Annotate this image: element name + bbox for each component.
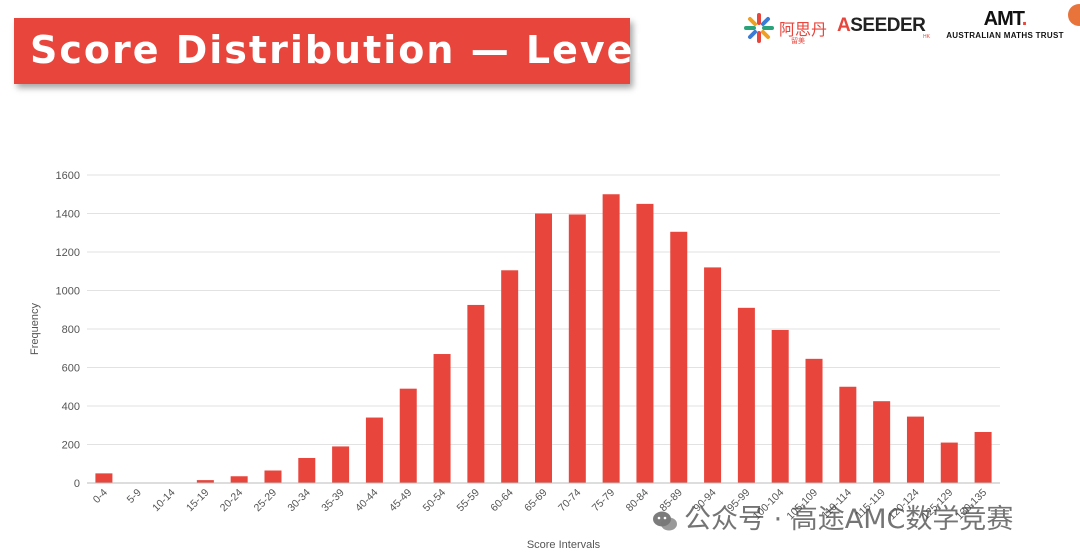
amt-full-name: AUSTRALIAN MATHS TRUST bbox=[946, 31, 1064, 40]
y-tick-label: 1000 bbox=[56, 286, 80, 298]
x-tick-label: 15-19 bbox=[184, 487, 212, 515]
aseeder-region: HK bbox=[923, 34, 930, 40]
bar-20-24 bbox=[230, 476, 248, 483]
x-tick-label: 30-34 bbox=[285, 487, 313, 515]
x-tick-label: 5-9 bbox=[125, 487, 144, 506]
bar-35-39 bbox=[332, 446, 350, 483]
bar-55-59 bbox=[467, 304, 485, 483]
bar-65-69 bbox=[535, 213, 552, 483]
bar-0-4 bbox=[95, 473, 113, 483]
amt-logo: AMT. AUSTRALIAN MATHS TRUST bbox=[935, 8, 1075, 44]
bar-130-135 bbox=[974, 431, 992, 483]
corner-badge-icon bbox=[1068, 4, 1080, 26]
x-tick-label: 80-84 bbox=[624, 487, 652, 515]
bar-95-99 bbox=[737, 307, 755, 483]
bar-110-114 bbox=[839, 386, 857, 483]
x-tick-label: 70-74 bbox=[556, 487, 584, 515]
amt-mark-text: AMT bbox=[983, 8, 1023, 30]
title-banner: Score Distribution — Level A bbox=[14, 18, 694, 84]
bar-50-54 bbox=[433, 354, 451, 483]
bar-100-104 bbox=[771, 329, 789, 483]
amt-mark: AMT. bbox=[935, 8, 1075, 31]
y-axis-ticks: 0 200 400 600 800 1000 1200 1400 1600 bbox=[56, 170, 80, 490]
x-tick-label: 25-29 bbox=[252, 487, 280, 515]
aseeder-accent: A bbox=[837, 15, 851, 36]
x-tick-label: 60-64 bbox=[488, 487, 516, 515]
x-tick-label: 0-4 bbox=[91, 487, 110, 506]
watermark: 公众号 · 高途AMC数学竞赛 bbox=[652, 497, 1013, 537]
bar-115-119 bbox=[873, 401, 891, 483]
x-tick-label: 35-39 bbox=[319, 487, 347, 515]
asidan-logo: 阿思丹 留美 ASEEDER HK bbox=[743, 10, 930, 46]
y-tick-label: 1200 bbox=[56, 247, 80, 259]
x-tick-label: 45-49 bbox=[387, 487, 415, 515]
aseeder-wordmark: ASEEDER bbox=[837, 15, 926, 37]
bar-60-64 bbox=[501, 270, 519, 483]
logo-area: 阿思丹 留美 ASEEDER HK AMT. AUSTRALIAN MATHS … bbox=[735, 4, 1080, 48]
bar-105-109 bbox=[805, 358, 823, 483]
bar-120-124 bbox=[906, 416, 924, 483]
bar-75-79 bbox=[602, 194, 620, 483]
y-tick-label: 0 bbox=[74, 478, 80, 490]
asidan-cn-name: 阿思丹 bbox=[779, 22, 828, 39]
bar-70-74 bbox=[568, 214, 586, 483]
page-title: Score Distribution — Level A bbox=[30, 28, 697, 72]
bar-90-94 bbox=[704, 267, 722, 483]
y-tick-label: 1600 bbox=[56, 170, 80, 182]
bar-30-34 bbox=[298, 457, 316, 483]
x-tick-label: 10-14 bbox=[150, 487, 178, 515]
x-tick-label: 50-54 bbox=[421, 487, 449, 515]
asidan-spark-icon bbox=[744, 13, 774, 43]
y-tick-label: 800 bbox=[62, 324, 80, 336]
asidan-sub: 留美 bbox=[791, 38, 805, 45]
bar-125-129 bbox=[940, 442, 958, 483]
watermark-text: 公众号 · 高途AMC数学竞赛 bbox=[684, 504, 1014, 535]
y-tick-label: 400 bbox=[62, 401, 80, 413]
y-tick-label: 200 bbox=[62, 440, 80, 452]
y-tick-label: 1400 bbox=[56, 209, 80, 221]
bar-25-29 bbox=[264, 470, 282, 483]
aseeder-rest: SEEDER bbox=[850, 15, 926, 36]
x-tick-label: 55-59 bbox=[455, 487, 483, 515]
x-tick-label: 20-24 bbox=[218, 487, 246, 515]
bar-45-49 bbox=[399, 388, 417, 483]
bar-80-84 bbox=[636, 203, 654, 483]
x-axis-label: Score Intervals bbox=[527, 539, 601, 551]
bar-40-44 bbox=[365, 417, 383, 483]
x-tick-label: 75-79 bbox=[590, 487, 618, 515]
chart-bars bbox=[95, 194, 992, 483]
bar-15-19 bbox=[196, 480, 214, 483]
bar-85-89 bbox=[670, 231, 688, 483]
wechat-icon bbox=[653, 511, 677, 530]
x-tick-label: 40-44 bbox=[353, 487, 381, 515]
y-tick-label: 600 bbox=[62, 363, 80, 375]
y-axis-label: Frequency bbox=[29, 303, 41, 355]
x-tick-label: 65-69 bbox=[522, 487, 550, 515]
amt-mark-dot: . bbox=[1021, 8, 1027, 30]
